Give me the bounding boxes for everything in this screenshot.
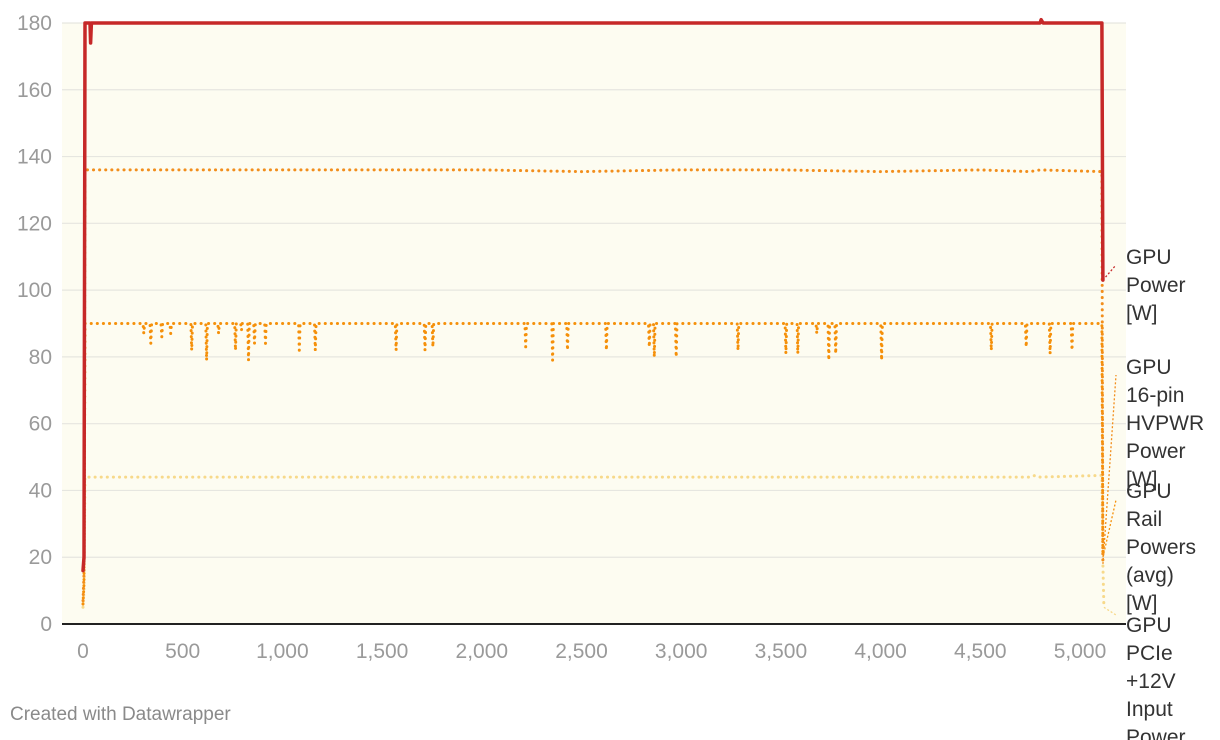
- series-line-2: [81, 322, 1105, 606]
- x-tick-label: 500: [165, 640, 200, 663]
- credit-footer: Created with Datawrapper: [10, 704, 231, 725]
- x-axis: 0 500 1,000 1,500 2,000 2,500 3,000 3,500 4,000 4…: [77, 640, 1106, 663]
- y-tick-label: 160: [17, 79, 52, 102]
- x-tick-label: 2,500: [555, 640, 608, 663]
- y-tick-label: 140: [17, 146, 52, 169]
- x-tick-label: 1,500: [356, 640, 409, 663]
- y-tick-label: 100: [17, 279, 52, 302]
- y-tick-label: 40: [29, 479, 52, 502]
- label-connector: [1102, 374, 1117, 564]
- x-tick-label: 1,000: [256, 640, 309, 663]
- x-tick-label: 2,000: [456, 640, 509, 663]
- label-connector: [1102, 499, 1117, 558]
- x-tick-label: 0: [77, 640, 89, 663]
- x-tick-label: 3,000: [655, 640, 708, 663]
- x-tick-label: 5,000: [1054, 640, 1107, 663]
- label-connector: [1102, 264, 1117, 281]
- y-tick-label: 80: [29, 346, 52, 369]
- y-tick-label: 20: [29, 546, 52, 569]
- series-line-0: [81, 17, 1105, 573]
- x-tick-label: 4,000: [854, 640, 907, 663]
- y-axis: 0 20 40 60 80 100 120 140 160 180: [17, 12, 52, 636]
- x-tick-label: 4,500: [954, 640, 1007, 663]
- series-label: GPU Rail Powers (avg) [W]: [1126, 480, 1196, 615]
- series-label: GPU 16-pin HVPWR Power [W]: [1126, 356, 1204, 491]
- series-labels: GPU Power [W] GPU 16-pin HVPWR Power [W]GPU Rail…: [1102, 246, 1204, 740]
- y-tick-label: 0: [40, 613, 52, 636]
- y-tick-label: 60: [29, 413, 52, 436]
- series-lines: [81, 17, 1106, 609]
- series-line-1: [81, 168, 1105, 603]
- y-tick-label: 120: [17, 212, 52, 235]
- x-tick-label: 3,500: [755, 640, 808, 663]
- y-tick-label: 180: [17, 12, 52, 35]
- series-label: GPU Power [W]: [1126, 246, 1186, 325]
